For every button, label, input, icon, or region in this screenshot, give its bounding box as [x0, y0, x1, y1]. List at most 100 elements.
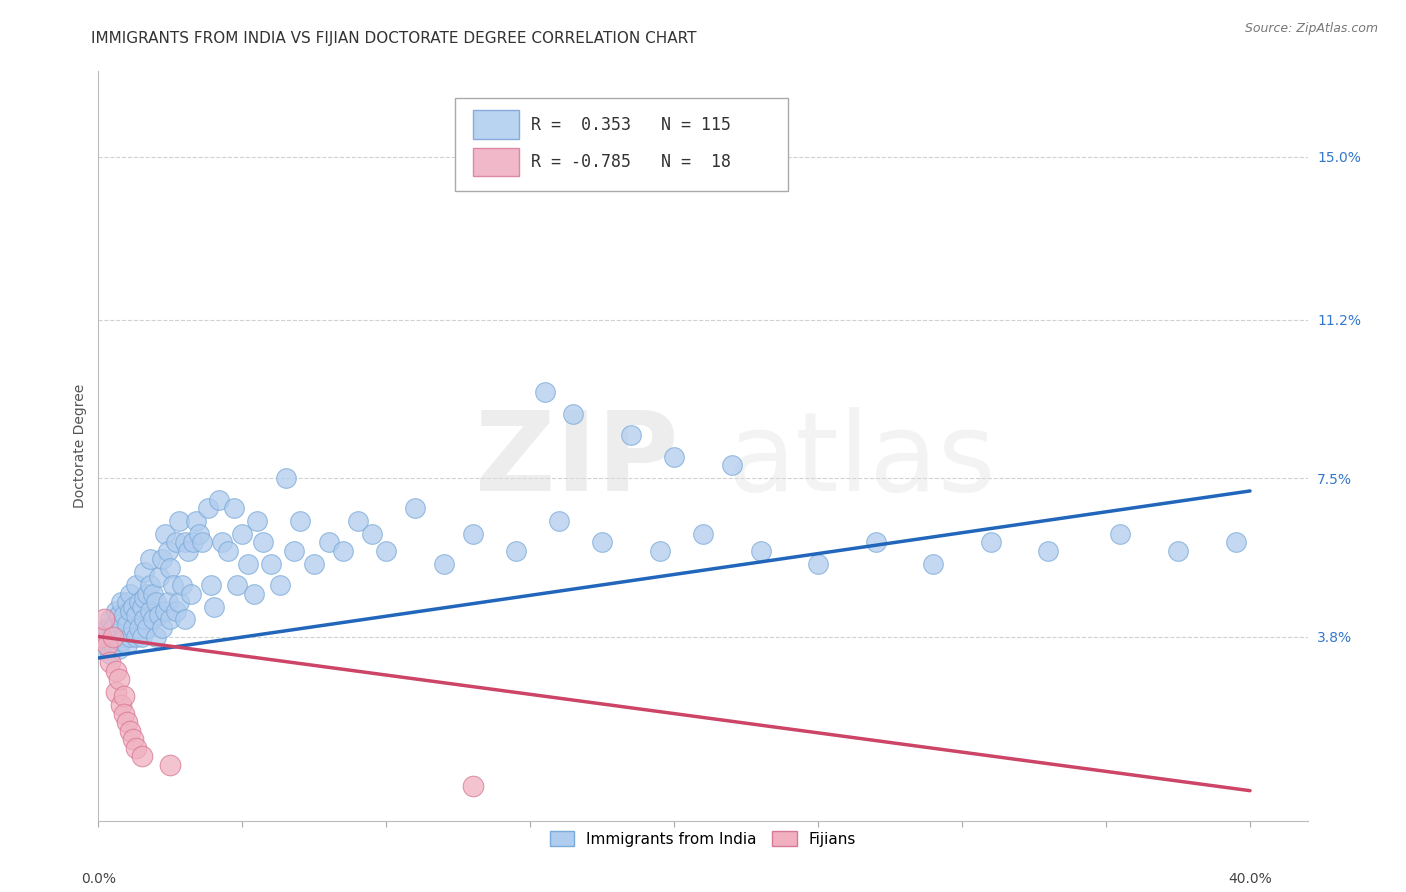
Point — [90, 630, 112, 644]
Point — [110, 698, 132, 712]
Point — [120, 630, 142, 644]
Point — [980, 535, 1002, 549]
Point — [142, 587, 165, 601]
Point — [180, 587, 202, 601]
Point — [148, 569, 170, 583]
Point — [274, 471, 297, 485]
Point — [361, 526, 384, 541]
Point — [720, 458, 742, 473]
Point — [186, 514, 208, 528]
Point — [173, 535, 195, 549]
Point — [110, 616, 132, 631]
Legend: Immigrants from India, Fijians: Immigrants from India, Fijians — [543, 823, 863, 855]
Point — [112, 630, 135, 644]
Point — [101, 638, 124, 652]
Point — [231, 526, 253, 541]
Point — [664, 450, 686, 464]
Point — [176, 544, 198, 558]
Point — [153, 604, 176, 618]
Point — [318, 535, 340, 549]
FancyBboxPatch shape — [456, 97, 787, 191]
FancyBboxPatch shape — [474, 148, 519, 177]
Point — [183, 535, 205, 549]
Point — [162, 578, 184, 592]
Point — [90, 642, 112, 657]
Point — [159, 561, 181, 575]
Point — [115, 638, 138, 652]
Point — [304, 557, 326, 571]
Point — [211, 535, 233, 549]
Point — [96, 621, 118, 635]
Point — [125, 740, 148, 755]
Point — [93, 630, 115, 644]
Point — [104, 604, 127, 618]
Point — [122, 621, 145, 635]
Point — [165, 535, 187, 549]
Point — [131, 630, 153, 644]
Point — [107, 673, 129, 687]
Point — [134, 591, 156, 605]
Point — [648, 544, 671, 558]
Point — [865, 535, 887, 549]
Point — [433, 557, 456, 571]
Point — [283, 544, 305, 558]
Point — [246, 514, 269, 528]
Point — [101, 630, 124, 644]
Point — [807, 557, 830, 571]
Point — [136, 587, 159, 601]
Point — [260, 557, 283, 571]
Point — [139, 578, 162, 592]
Point — [131, 599, 153, 614]
Point — [243, 587, 266, 601]
Text: IMMIGRANTS FROM INDIA VS FIJIAN DOCTORATE DEGREE CORRELATION CHART: IMMIGRANTS FROM INDIA VS FIJIAN DOCTORAT… — [91, 31, 697, 46]
Point — [173, 612, 195, 626]
Point — [620, 428, 643, 442]
Point — [115, 595, 138, 609]
Point — [122, 732, 145, 747]
Point — [236, 557, 259, 571]
Point — [96, 638, 118, 652]
Point — [591, 535, 613, 549]
Point — [145, 630, 167, 644]
Point — [346, 514, 368, 528]
Point — [208, 492, 231, 507]
Text: ZIP: ZIP — [475, 408, 679, 515]
Point — [145, 595, 167, 609]
Text: Source: ZipAtlas.com: Source: ZipAtlas.com — [1244, 22, 1378, 36]
Point — [165, 604, 187, 618]
Point — [98, 647, 121, 661]
Point — [93, 612, 115, 626]
FancyBboxPatch shape — [474, 111, 519, 139]
Point — [404, 501, 426, 516]
Point — [159, 612, 181, 626]
Point — [1225, 535, 1247, 549]
Point — [139, 604, 162, 618]
Point — [156, 595, 179, 609]
Point — [150, 552, 173, 566]
Point — [128, 595, 150, 609]
Point — [134, 566, 156, 580]
Point — [107, 642, 129, 657]
Point — [128, 621, 150, 635]
Point — [217, 544, 239, 558]
Point — [120, 587, 142, 601]
Point — [153, 526, 176, 541]
Point — [107, 608, 129, 623]
Point — [139, 552, 162, 566]
Text: 0.0%: 0.0% — [82, 872, 115, 886]
Point — [115, 616, 138, 631]
Point — [112, 706, 135, 721]
Point — [167, 595, 190, 609]
Text: R = -0.785   N =  18: R = -0.785 N = 18 — [531, 153, 731, 171]
Point — [1109, 526, 1132, 541]
Text: atlas: atlas — [727, 408, 995, 515]
Point — [225, 578, 247, 592]
Y-axis label: Doctorate Degree: Doctorate Degree — [73, 384, 87, 508]
Point — [188, 526, 211, 541]
Point — [156, 544, 179, 558]
Point — [98, 612, 121, 626]
Point — [288, 514, 311, 528]
Point — [107, 625, 129, 640]
Point — [375, 544, 398, 558]
Point — [104, 630, 127, 644]
